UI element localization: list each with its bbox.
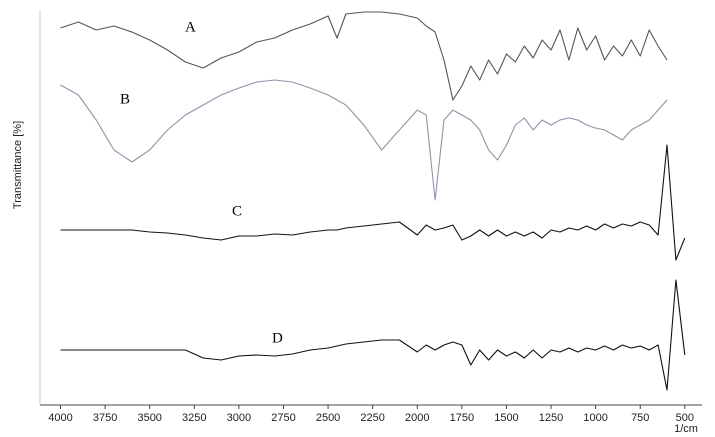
x-tick-label: 3750 (93, 412, 117, 424)
x-tick-label: 500 (676, 412, 694, 424)
series-label: D (272, 330, 283, 346)
spectrum-line (60, 279, 686, 391)
x-tick-label: 1750 (450, 412, 474, 424)
series-label: C (232, 203, 242, 219)
x-tick-label: 1500 (494, 412, 518, 424)
series-label: A (185, 19, 196, 35)
x-tick-label: 750 (631, 412, 649, 424)
x-tick-label: 2250 (360, 412, 384, 424)
spectrum-line (60, 144, 686, 261)
x-tick-label: 4000 (48, 412, 72, 424)
x-tick-label: 1250 (539, 412, 563, 424)
spectrum-line (60, 79, 668, 201)
y-axis-label: Transmittance [%] (12, 121, 24, 209)
x-axis-label: 1/cm (674, 423, 698, 435)
x-tick-label: 3000 (227, 412, 251, 424)
x-tick-label: 2500 (316, 412, 340, 424)
x-tick-label: 3500 (137, 412, 161, 424)
spectrum-line (60, 11, 668, 101)
x-tick-label: 1000 (583, 412, 607, 424)
x-tick-label: 2000 (405, 412, 429, 424)
series-label: B (120, 91, 130, 107)
x-tick-label: 3250 (182, 412, 206, 424)
x-tick-label: 2750 (271, 412, 295, 424)
